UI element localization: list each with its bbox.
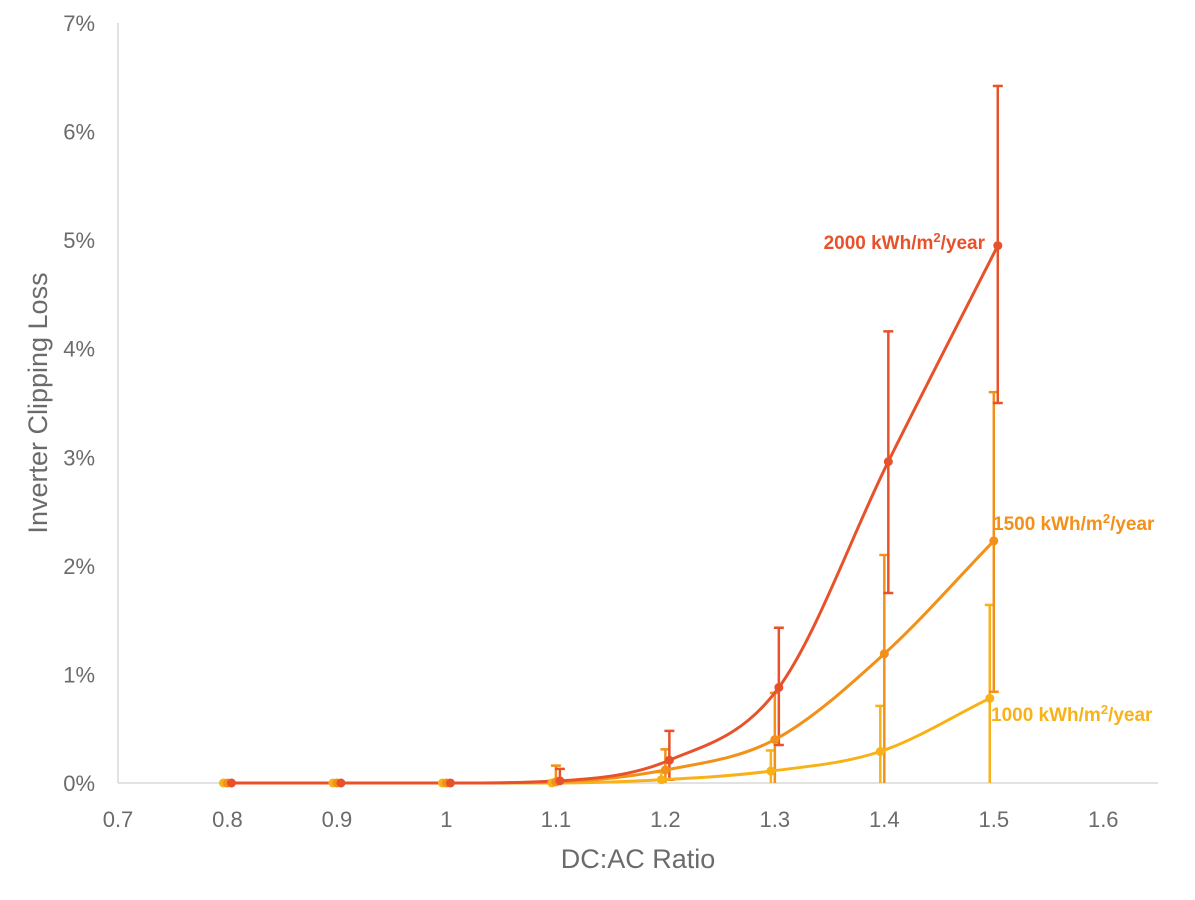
x-tick-label: 1.1: [541, 807, 572, 832]
y-tick-label: 3%: [63, 445, 95, 470]
x-tick-labels: 0.7 0.8 0.9 1 1.1 1.2 1.3 1.4 1.5 1.6: [103, 807, 1119, 832]
data-point: [879, 649, 889, 659]
series-label: 1500 kWh/m2/year: [993, 511, 1155, 535]
data-point: [993, 241, 1003, 251]
data-point: [336, 778, 346, 788]
y-tick-label: 2%: [63, 554, 95, 579]
series-label: 1000 kWh/m2/year: [991, 702, 1153, 726]
data-point: [445, 778, 455, 788]
data-point: [766, 766, 776, 776]
series-line: [227, 539, 995, 785]
data-point: [660, 765, 670, 775]
x-axis-title: DC:AC Ratio: [561, 844, 716, 874]
data-point: [555, 776, 565, 786]
data-point: [226, 778, 236, 788]
series-line: [231, 244, 1000, 785]
y-tick-label: 1%: [63, 662, 95, 687]
data-point: [774, 682, 784, 692]
data-point: [664, 755, 674, 765]
data-point: [985, 693, 995, 703]
x-tick-label: 1.6: [1088, 807, 1119, 832]
series-label-unit: /year: [941, 233, 986, 254]
series-label: 2000 kWh/m2/year: [824, 230, 986, 254]
series-label-text: 1500 kWh/m: [993, 514, 1103, 535]
y-tick-label: 5%: [63, 228, 95, 253]
x-tick-label: 0.9: [322, 807, 353, 832]
y-tick-labels: 0% 1% 2% 3% 4% 5% 6% 7%: [63, 11, 95, 796]
series-label-text: 1000 kWh/m: [991, 705, 1101, 726]
data-point: [883, 457, 893, 467]
y-axis-title: Inverter Clipping Loss: [23, 272, 53, 533]
x-tick-label: 1: [440, 807, 452, 832]
x-tick-label: 1.5: [978, 807, 1009, 832]
y-tick-label: 0%: [63, 771, 95, 796]
series-lines: [223, 244, 1000, 785]
data-point: [989, 536, 999, 546]
y-tick-label: 4%: [63, 337, 95, 362]
x-tick-label: 1.2: [650, 807, 681, 832]
series-label-unit: /year: [1108, 705, 1153, 726]
data-point: [770, 735, 780, 745]
error-bars: [546, 84, 1003, 783]
series-label-superscript: 2: [1103, 511, 1110, 526]
series-label-unit: /year: [1110, 514, 1155, 535]
y-tick-label: 7%: [63, 11, 95, 36]
series-line: [223, 696, 991, 785]
x-tick-label: 1.4: [869, 807, 900, 832]
x-tick-label: 1.3: [760, 807, 791, 832]
x-tick-label: 0.8: [212, 807, 243, 832]
data-point: [875, 747, 885, 757]
series-label-superscript: 2: [933, 230, 940, 245]
data-point: [656, 775, 666, 785]
series-label-text: 2000 kWh/m: [824, 233, 934, 254]
series-points: [218, 241, 1003, 788]
x-tick-label: 0.7: [103, 807, 134, 832]
y-tick-label: 6%: [63, 120, 95, 145]
series-label-superscript: 2: [1101, 702, 1108, 717]
